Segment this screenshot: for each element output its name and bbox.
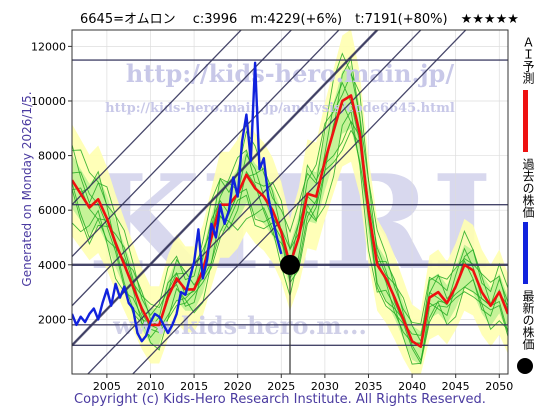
legend-swatch-past (523, 222, 528, 284)
x-tick-label: 2050 (485, 380, 513, 393)
generated-note: Generated on Monday 2026/1/5. (20, 42, 34, 342)
x-tick-label: 2035 (354, 380, 382, 393)
latest-price-marker (280, 254, 300, 275)
simulation-line (72, 52, 508, 325)
x-tick-label: 2020 (224, 380, 252, 393)
legend-swatch-latest (517, 358, 533, 374)
copyright-text: Copyright (c) Kids-Hero Research Institu… (74, 392, 486, 407)
chart-header: 6645=オムロン c:3996 m:4229(+6%) t:7191(+80%… (80, 12, 519, 27)
y-tick-label: 12000 (31, 40, 66, 53)
y-tick-label: 10000 (31, 95, 66, 108)
plot-border (71, 29, 509, 375)
watermark-url1: http://kids-hero.main.jp/ (126, 59, 454, 88)
generated-text: Generated on Monday 2026/1/5. (20, 91, 34, 287)
channel-line (72, 30, 243, 206)
y-tick-label: 8000 (38, 150, 66, 163)
x-tick-label: 2025 (267, 380, 295, 393)
past-price-line (72, 61, 283, 343)
plot-layer: KHRIhttp://kids-hero.main.jp/http://kids… (72, 30, 508, 374)
y-tick-label: 4000 (38, 259, 66, 272)
channel-line (131, 30, 467, 374)
legend-label-past: 過去の株価 (521, 158, 535, 218)
legend-swatch-ai (523, 90, 528, 152)
y-tick-label: 2000 (38, 313, 66, 326)
channel-line-main (72, 30, 380, 347)
legend-label-latest: 最新の株価 (521, 290, 535, 350)
channel-line (72, 30, 340, 307)
prediction-band-inner (72, 65, 508, 365)
x-tick-label: 2040 (398, 380, 426, 393)
legend-label-ai: ＡＩ予測 (521, 36, 535, 84)
channel-line (72, 30, 293, 258)
x-tick-label: 2015 (180, 380, 208, 393)
y-tick-label: 6000 (38, 204, 66, 217)
x-tick-label: 2045 (442, 380, 470, 393)
x-tick-label: 2010 (136, 380, 164, 393)
x-tick-label: 2030 (311, 380, 339, 393)
watermark-url2: http://kids-hero.main.jp/analysis/code66… (105, 101, 455, 116)
simulation-line (72, 81, 508, 336)
x-tick-label: 2005 (93, 380, 121, 393)
